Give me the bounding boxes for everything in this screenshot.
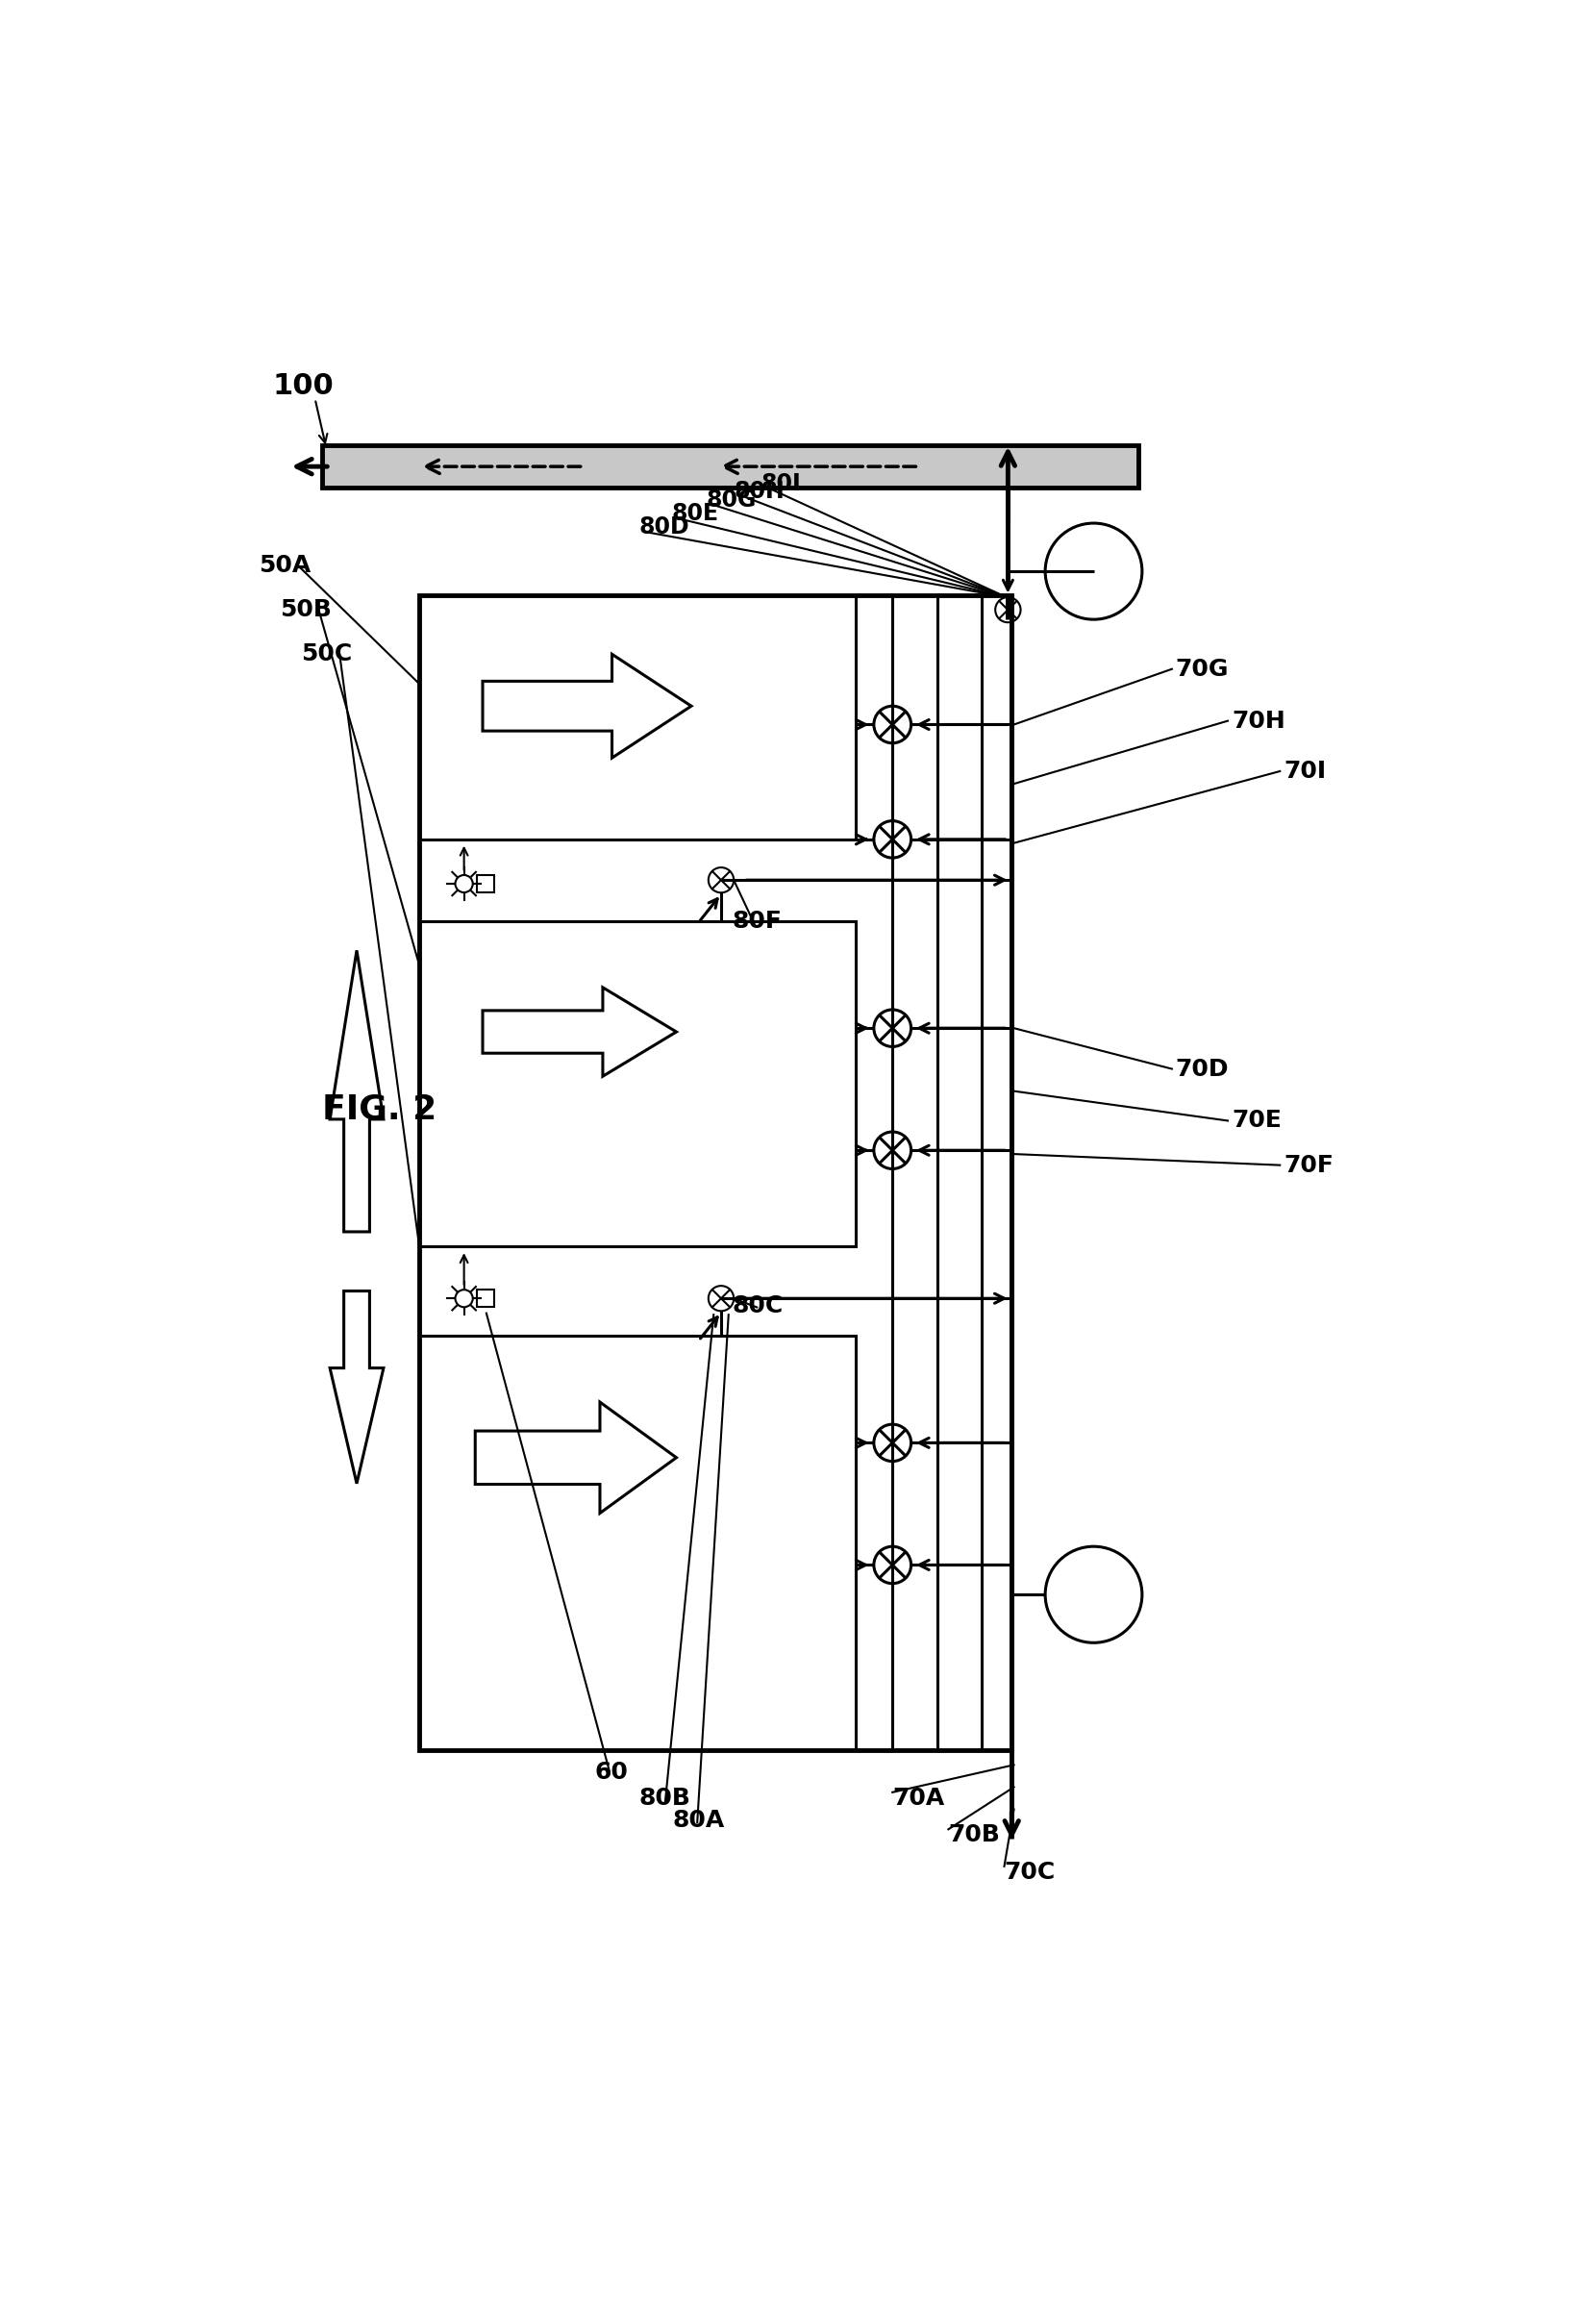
Text: 50C: 50C <box>300 643 353 666</box>
Text: 80C: 80C <box>733 1295 784 1318</box>
Bar <box>477 876 495 892</box>
Text: FIG. 2: FIG. 2 <box>322 1093 437 1125</box>
Text: 70G: 70G <box>1176 657 1229 680</box>
Text: 70H: 70H <box>1232 710 1285 733</box>
Text: 80G: 80G <box>705 489 757 512</box>
Circle shape <box>875 705 911 742</box>
Text: 80I: 80I <box>761 473 801 496</box>
Text: 80B: 80B <box>638 1786 691 1809</box>
Bar <box>420 1335 855 1749</box>
Text: 70F: 70F <box>1283 1152 1334 1176</box>
Circle shape <box>709 867 734 892</box>
Circle shape <box>875 1010 911 1046</box>
Text: 100: 100 <box>273 371 334 401</box>
Text: 50B: 50B <box>279 599 332 622</box>
Text: 80E: 80E <box>672 502 718 526</box>
Text: 80D: 80D <box>638 516 689 539</box>
Circle shape <box>996 597 1020 622</box>
Circle shape <box>875 821 911 857</box>
Text: 70C: 70C <box>1004 1860 1055 1883</box>
Bar <box>420 920 855 1247</box>
Text: 50A: 50A <box>259 553 311 576</box>
Circle shape <box>455 1291 472 1307</box>
Text: 70B: 70B <box>948 1823 1001 1846</box>
Bar <box>420 595 855 839</box>
Text: 80H: 80H <box>734 479 785 502</box>
Text: 70I: 70I <box>1283 761 1326 784</box>
Text: 60: 60 <box>594 1761 627 1784</box>
Text: 70E: 70E <box>1232 1109 1282 1132</box>
Circle shape <box>709 1286 734 1312</box>
Circle shape <box>875 1132 911 1169</box>
Text: 70A: 70A <box>892 1786 945 1809</box>
Bar <box>322 445 1138 489</box>
Bar <box>477 1288 495 1307</box>
Text: 80F: 80F <box>733 908 782 931</box>
Circle shape <box>455 876 472 892</box>
Text: 80A: 80A <box>672 1809 725 1832</box>
Bar <box>420 595 1012 1749</box>
Circle shape <box>1045 523 1143 620</box>
Circle shape <box>1045 1547 1143 1643</box>
Text: 70D: 70D <box>1176 1058 1229 1081</box>
Circle shape <box>875 1547 911 1584</box>
Circle shape <box>875 1424 911 1461</box>
